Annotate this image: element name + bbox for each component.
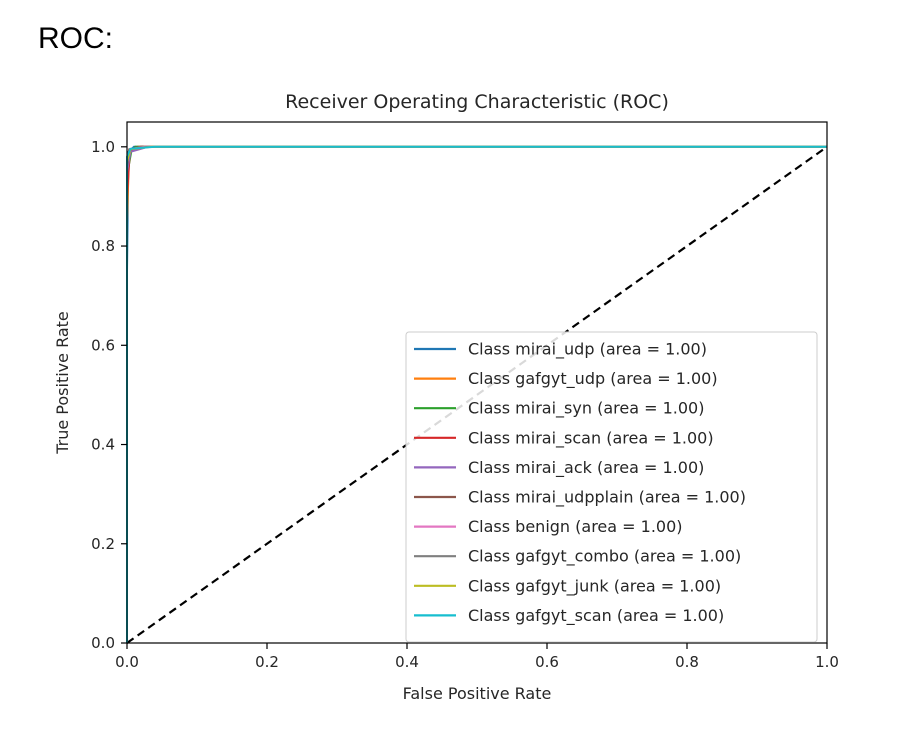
y-tick-label: 1.0: [91, 138, 115, 156]
y-tick-label: 0.6: [91, 336, 115, 354]
x-tick-label: 0.2: [255, 653, 279, 671]
legend-label: Class mirai_udpplain (area = 1.00): [468, 488, 746, 508]
legend-label: Class mirai_scan (area = 1.00): [468, 428, 714, 448]
y-tick-label: 0.4: [91, 436, 115, 454]
legend: Class mirai_udp (area = 1.00) Class gafgy…: [405, 331, 818, 643]
x-tick-label: 1.0: [815, 653, 839, 671]
legend-label: Class mirai_syn (area = 1.00): [468, 399, 704, 419]
plot-area: [126, 121, 828, 644]
legend-label: Class gafgyt_junk (area = 1.00): [468, 576, 721, 596]
legend-label: Class mirai_ack (area = 1.00): [468, 458, 704, 478]
y-tick-label: 0.2: [91, 535, 115, 553]
legend-label: Class gafgyt_scan (area = 1.00): [468, 606, 724, 626]
legend-label: Class mirai_udp (area = 1.00): [468, 340, 707, 360]
legend-label: Class benign (area = 1.00): [468, 517, 683, 536]
x-axis: 0.0 0.2 0.4 0.6 0.8 1.0: [115, 643, 839, 671]
x-tick-label: 0.0: [115, 653, 139, 671]
x-tick-label: 0.4: [395, 653, 419, 671]
y-tick-label: 0.8: [91, 237, 115, 255]
y-tick-label: 0.0: [91, 634, 115, 652]
chart-title: Receiver Operating Characteristic (ROC): [285, 91, 669, 113]
legend-box: [405, 331, 818, 643]
x-tick-label: 0.8: [675, 653, 699, 671]
legend-label: Class gafgyt_udp (area = 1.00): [468, 369, 718, 389]
legend-label: Class gafgyt_combo (area = 1.00): [468, 547, 741, 567]
plot-frame: [126, 121, 828, 644]
x-axis-label: False Positive Rate: [403, 684, 552, 703]
x-tick-label: 0.6: [535, 653, 559, 671]
y-axis-label: True Positive Rate: [53, 311, 72, 455]
y-axis: 0.0 0.2 0.4 0.6 0.8 1.0: [91, 138, 127, 652]
page-heading: ROC:: [38, 22, 113, 55]
